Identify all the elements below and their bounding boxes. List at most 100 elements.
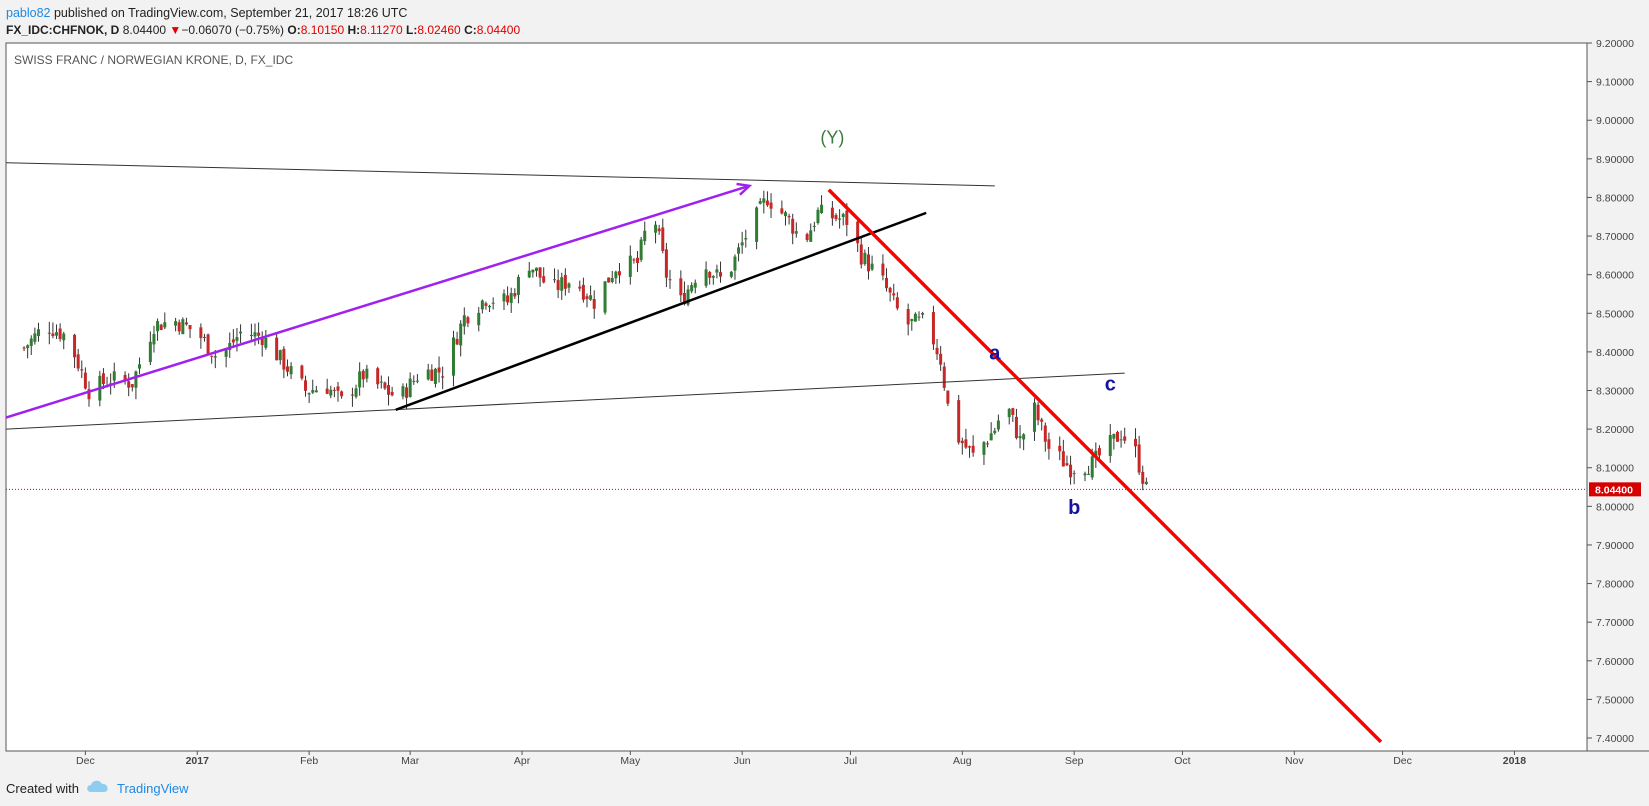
time-tick-label: Dec xyxy=(76,755,95,767)
candle-body xyxy=(1069,464,1073,478)
candle-body xyxy=(845,210,849,225)
candle-body xyxy=(693,282,697,288)
wave-label-c: c xyxy=(1105,374,1116,396)
candle-body xyxy=(51,333,55,337)
price-tick-label: 8.60000 xyxy=(1596,270,1634,282)
candle-body xyxy=(459,323,463,346)
candle-body xyxy=(661,227,665,251)
candle-body xyxy=(289,366,293,375)
candle-body xyxy=(314,390,318,393)
time-tick-label: Feb xyxy=(300,755,318,767)
time-tick-label: Nov xyxy=(1285,755,1304,767)
candle-body xyxy=(1144,481,1148,485)
candle-body xyxy=(816,209,820,223)
candle-body xyxy=(304,380,308,391)
low-value: 8.02460 xyxy=(417,23,461,37)
trendlines-group: 8.04400 xyxy=(5,162,1641,744)
candle-body xyxy=(881,263,885,276)
candle-body xyxy=(610,278,614,282)
candle-body xyxy=(488,305,492,308)
change-value: −0.06070 (−0.75%) xyxy=(181,23,285,37)
candle-body xyxy=(892,293,896,296)
price-tick-label: 8.80000 xyxy=(1596,192,1634,204)
candle-body xyxy=(26,345,30,349)
candle-body xyxy=(350,394,354,396)
lower-channel-line[interactable] xyxy=(5,372,1125,430)
created-with-text: Created with xyxy=(6,781,79,796)
candle-body xyxy=(1094,450,1098,458)
candle-body xyxy=(617,271,621,276)
candle-body xyxy=(719,272,723,277)
candle-body xyxy=(830,207,834,219)
candle-body xyxy=(311,390,315,393)
candle-body xyxy=(332,389,336,391)
red-downtrend-line[interactable] xyxy=(827,188,1383,744)
upper-channel-line[interactable] xyxy=(5,162,995,187)
candle-body xyxy=(834,215,838,220)
candle-body xyxy=(123,374,127,381)
candle-body xyxy=(462,315,466,327)
candle-body xyxy=(206,334,210,355)
candle-body xyxy=(509,293,513,303)
time-tick-label: 2018 xyxy=(1503,755,1527,767)
candle-body xyxy=(480,300,484,310)
candle-body xyxy=(29,338,33,346)
candle-body xyxy=(592,299,596,309)
candle-body xyxy=(202,336,206,338)
candle-body xyxy=(76,354,80,369)
candle-body xyxy=(376,368,380,385)
candle-body xyxy=(361,370,365,380)
candle-body xyxy=(426,369,430,380)
candle-body xyxy=(307,393,311,395)
time-tick-label: Oct xyxy=(1174,755,1190,767)
candle-body xyxy=(441,376,445,378)
candle-body xyxy=(73,334,77,358)
candle-body xyxy=(578,286,582,289)
candle-body xyxy=(47,332,51,334)
price-tick-label: 9.00000 xyxy=(1596,115,1634,127)
candle-body xyxy=(231,339,235,343)
candle-body xyxy=(506,295,510,303)
candle-body xyxy=(415,380,419,382)
candle-body xyxy=(1090,456,1094,478)
black-support-line[interactable] xyxy=(395,211,927,411)
candle-body xyxy=(715,269,719,273)
candle-body xyxy=(466,317,470,324)
candle-body xyxy=(913,313,917,322)
author-link[interactable]: pablo82 xyxy=(6,6,51,20)
candle-body xyxy=(567,283,571,288)
candle-body xyxy=(1112,433,1116,439)
candle-body xyxy=(1061,451,1065,467)
last-price-badge-label: 8.04400 xyxy=(1595,484,1633,496)
price-tick-label: 8.50000 xyxy=(1596,308,1634,320)
candle-body xyxy=(87,389,91,400)
candle-body xyxy=(138,364,142,369)
candle-body xyxy=(260,336,264,346)
candle-body xyxy=(159,324,163,330)
candle-body xyxy=(632,259,636,261)
down-arrow-icon: ▼ xyxy=(169,23,182,37)
candle-body xyxy=(581,284,585,300)
candle-body xyxy=(737,247,741,254)
candle-body xyxy=(758,201,762,204)
candle-body xyxy=(556,280,560,291)
candle-body xyxy=(451,337,455,376)
candle-body xyxy=(668,279,672,281)
candle-body xyxy=(405,387,409,398)
tradingview-link[interactable]: TradingView xyxy=(85,778,189,800)
time-tick-label: 2017 xyxy=(186,755,210,767)
candle-body xyxy=(1011,408,1015,416)
price-tick-label: 8.20000 xyxy=(1596,424,1634,436)
price-tick-label: 8.90000 xyxy=(1596,154,1634,166)
candle-body xyxy=(275,337,279,361)
purple-arrow-line[interactable] xyxy=(5,184,750,419)
candle-body xyxy=(895,297,899,309)
candle-body xyxy=(968,446,972,448)
candle-body xyxy=(856,221,860,244)
price-tick-label: 7.80000 xyxy=(1596,579,1634,591)
candle-body xyxy=(33,333,37,342)
candle-body xyxy=(282,348,286,370)
candle-body xyxy=(1108,435,1112,456)
candle-body xyxy=(1043,425,1047,442)
